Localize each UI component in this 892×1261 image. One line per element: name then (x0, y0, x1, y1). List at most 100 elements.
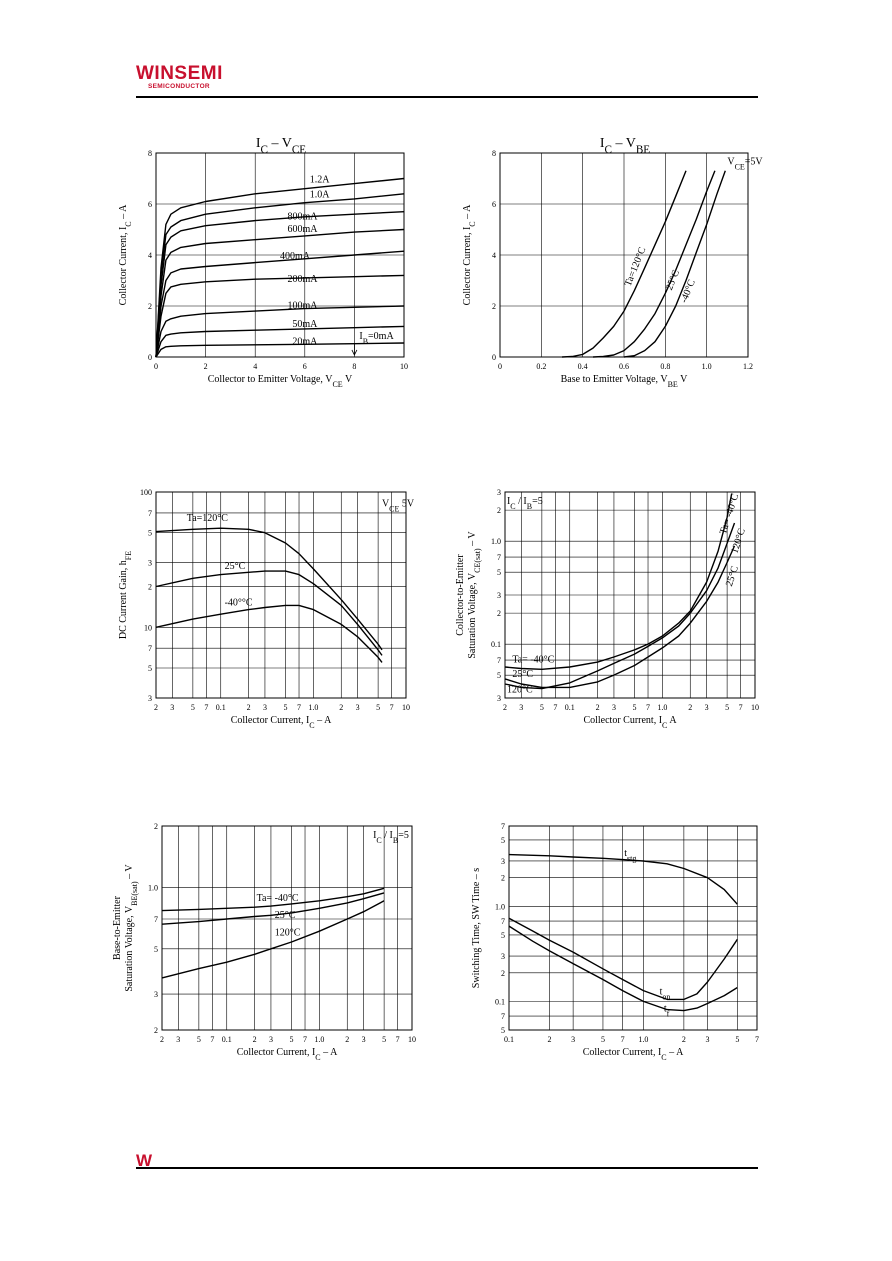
series-line-3 (161, 900, 385, 979)
x-tick-label: 5 (735, 1035, 739, 1044)
y-tick-label: 5 (154, 945, 158, 954)
y-tick-label: 2 (497, 609, 501, 618)
x-tick-label: 7 (303, 1035, 307, 1044)
x-tick-label: 7 (297, 703, 301, 712)
series-line-2 (161, 892, 385, 925)
x-tick-label: 2 (688, 703, 692, 712)
x-tick-label: 3 (263, 703, 267, 712)
y-tick-label: 3 (501, 952, 505, 961)
chart-title: IC – VCE (256, 136, 306, 156)
chart-annotation: 120°C (507, 684, 533, 695)
y-tick-label: 3 (154, 990, 158, 999)
y-tick-label: 0 (492, 353, 496, 362)
chart-annotation: IB=0mA (359, 331, 394, 346)
ib-zero-arrow-head (351, 349, 358, 356)
y-tick-label: 5 (497, 671, 501, 680)
series-line-3 (504, 545, 736, 689)
x-tick-label: 7 (755, 1035, 759, 1044)
x-tick-label: 0.4 (578, 362, 588, 371)
x-tick-label: 0 (154, 362, 158, 371)
x-tick-label: 2 (204, 362, 208, 371)
y-tick-label: 10 (144, 623, 152, 632)
plot-frame (508, 825, 758, 1031)
x-tick-label: 4 (253, 362, 257, 371)
x-tick-label: 3 (362, 1035, 366, 1044)
y-tick-label: 8 (148, 149, 152, 158)
chart-annotation: 1.2A (310, 174, 331, 185)
brand-name: WINSEMI (136, 63, 223, 84)
y-tick-label: 5 (501, 836, 505, 845)
y-tick-label: 7 (501, 917, 505, 926)
chart-annotation: 25°C (512, 669, 533, 680)
series-line-3 (508, 925, 738, 1012)
chart-annotation: tstg (624, 848, 636, 863)
y-tick-label: 3 (497, 694, 501, 703)
y-tick-label: 4 (492, 251, 496, 260)
x-axis-label: Collector Current, IC – A (231, 715, 332, 730)
x-tick-label: 2 (547, 1035, 551, 1044)
y-tick-label: 7 (501, 1012, 505, 1021)
x-tick-label: 7 (553, 703, 557, 712)
chart-annotation: 800mA (287, 211, 318, 222)
x-tick-label: 2 (682, 1035, 686, 1044)
y-tick-label: 5 (148, 664, 152, 673)
chart-annotation: VCE 5V (382, 499, 415, 514)
y-tick-label: 1.0 (491, 537, 501, 546)
series-line-3 (155, 604, 383, 663)
chart-annotation: 600mA (287, 224, 318, 235)
chart-annotation: 50mA (292, 319, 318, 330)
chart-annotation: 200mA (287, 274, 318, 285)
x-axis-label: Collector Current, IC – A (237, 1047, 338, 1062)
x-tick-label: 0.1 (504, 1035, 514, 1044)
plot-frame (504, 491, 756, 699)
y-tick-label: 7 (497, 553, 501, 562)
x-tick-label: 3 (356, 703, 360, 712)
x-tick-label: 5 (382, 1035, 386, 1044)
chart-annotation: Ta= -40°C (512, 655, 554, 666)
y-tick-label: 7 (154, 915, 158, 924)
y-axis-label: Collector Current, IC – A (118, 204, 133, 305)
x-axis-label: Collector to Emitter Voltage, VCE V (208, 374, 353, 389)
series-line-4 (155, 228, 405, 358)
x-tick-label: 0.2 (536, 362, 546, 371)
y-tick-label: 2 (501, 969, 505, 978)
x-tick-label: 10 (408, 1035, 416, 1044)
x-tick-label: 1.0 (314, 1035, 324, 1044)
series-line-1 (161, 887, 385, 912)
chart-switching-ic: 0.1 2 3 5 7 1.0 2 3 5 7 5 7 0.1 2 3 5 7 1.0 2 3 5 7 tstg ton tf C… (471, 822, 759, 1062)
y-axis-label: Saturation Voltage, VCE(sat) – V (467, 531, 482, 659)
x-tick-label: 1.0 (638, 1035, 648, 1044)
x-tick-label: 3 (170, 703, 174, 712)
y-axis-label: Collector-to-Emitter (455, 554, 466, 636)
x-tick-label: 3 (519, 703, 523, 712)
header-rule (136, 96, 758, 98)
y-axis-label: Switching Time, SW Time – s (471, 868, 482, 989)
chart-annotation: 25°C (225, 561, 246, 572)
y-tick-label: 8 (492, 149, 496, 158)
footer-rule (136, 1167, 758, 1169)
series-line-2 (592, 170, 716, 358)
x-tick-label: 3 (571, 1035, 575, 1044)
x-tick-label: 3 (269, 1035, 273, 1044)
chart-annotation: 120°C (275, 928, 301, 939)
series-line-2 (508, 917, 738, 1001)
y-tick-label: 1.0 (148, 883, 158, 892)
series-line-6 (155, 274, 405, 358)
x-tick-label: 3 (612, 703, 616, 712)
chart-annotation: tf (664, 1004, 670, 1019)
x-tick-label: 2 (253, 1035, 257, 1044)
x-tick-label: 5 (632, 703, 636, 712)
x-tick-label: 2 (596, 703, 600, 712)
x-tick-label: 2 (503, 703, 507, 712)
series-line-1 (561, 170, 687, 358)
series-line-5 (155, 250, 405, 358)
y-tick-label: 5 (501, 1026, 505, 1035)
x-tick-label: 5 (601, 1035, 605, 1044)
y-tick-label: 3 (148, 694, 152, 703)
series-line-2 (155, 193, 405, 358)
x-tick-label: 0.8 (660, 362, 670, 371)
x-tick-label: 10 (402, 703, 410, 712)
series-line-1 (155, 177, 405, 358)
